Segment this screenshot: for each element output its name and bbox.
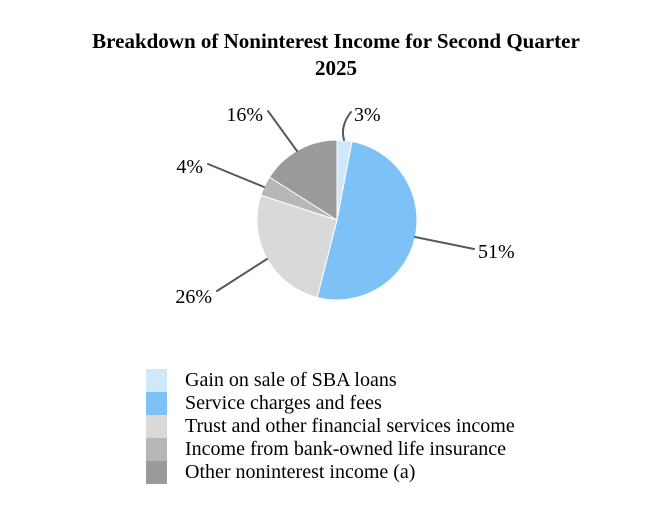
legend-swatch-icon <box>146 369 167 392</box>
legend-item: Other noninterest income (a) <box>146 461 515 484</box>
pie-slice <box>268 139 338 221</box>
chart-title: Breakdown of Noninterest Income for Seco… <box>0 28 672 82</box>
leader-line <box>341 111 352 141</box>
legend-item: Service charges and fees <box>146 392 515 415</box>
legend-swatch-icon <box>146 438 167 461</box>
legend-item-label: Trust and other financial services incom… <box>185 415 515 437</box>
leader-line <box>267 110 298 152</box>
legend-item-label: Service charges and fees <box>185 392 382 414</box>
legend: Gain on sale of SBA loans Service charge… <box>146 369 515 484</box>
legend-swatch-icon <box>146 415 167 438</box>
legend-item: Trust and other financial services incom… <box>146 415 515 438</box>
chart-title-line2: 2025 <box>315 56 357 80</box>
leader-line <box>216 258 268 292</box>
percent-label: 51% <box>478 241 515 263</box>
percent-label: 26% <box>175 286 212 308</box>
chart-title-line1: Breakdown of Noninterest Income for Seco… <box>92 29 580 53</box>
legend-item-label: Other noninterest income (a) <box>185 461 416 483</box>
legend-item: Income from bank-owned life insurance <box>146 438 515 461</box>
legend-item-label: Income from bank-owned life insurance <box>185 438 506 460</box>
leader-line <box>414 236 475 250</box>
legend-swatch-icon <box>146 392 167 415</box>
percent-label: 4% <box>176 156 203 178</box>
percent-label: 3% <box>354 104 381 126</box>
legend-item-label: Gain on sale of SBA loans <box>185 369 397 391</box>
percent-label: 16% <box>226 104 263 126</box>
legend-item: Gain on sale of SBA loans <box>146 369 515 392</box>
legend-swatch-icon <box>146 461 167 484</box>
leader-line <box>207 163 265 188</box>
